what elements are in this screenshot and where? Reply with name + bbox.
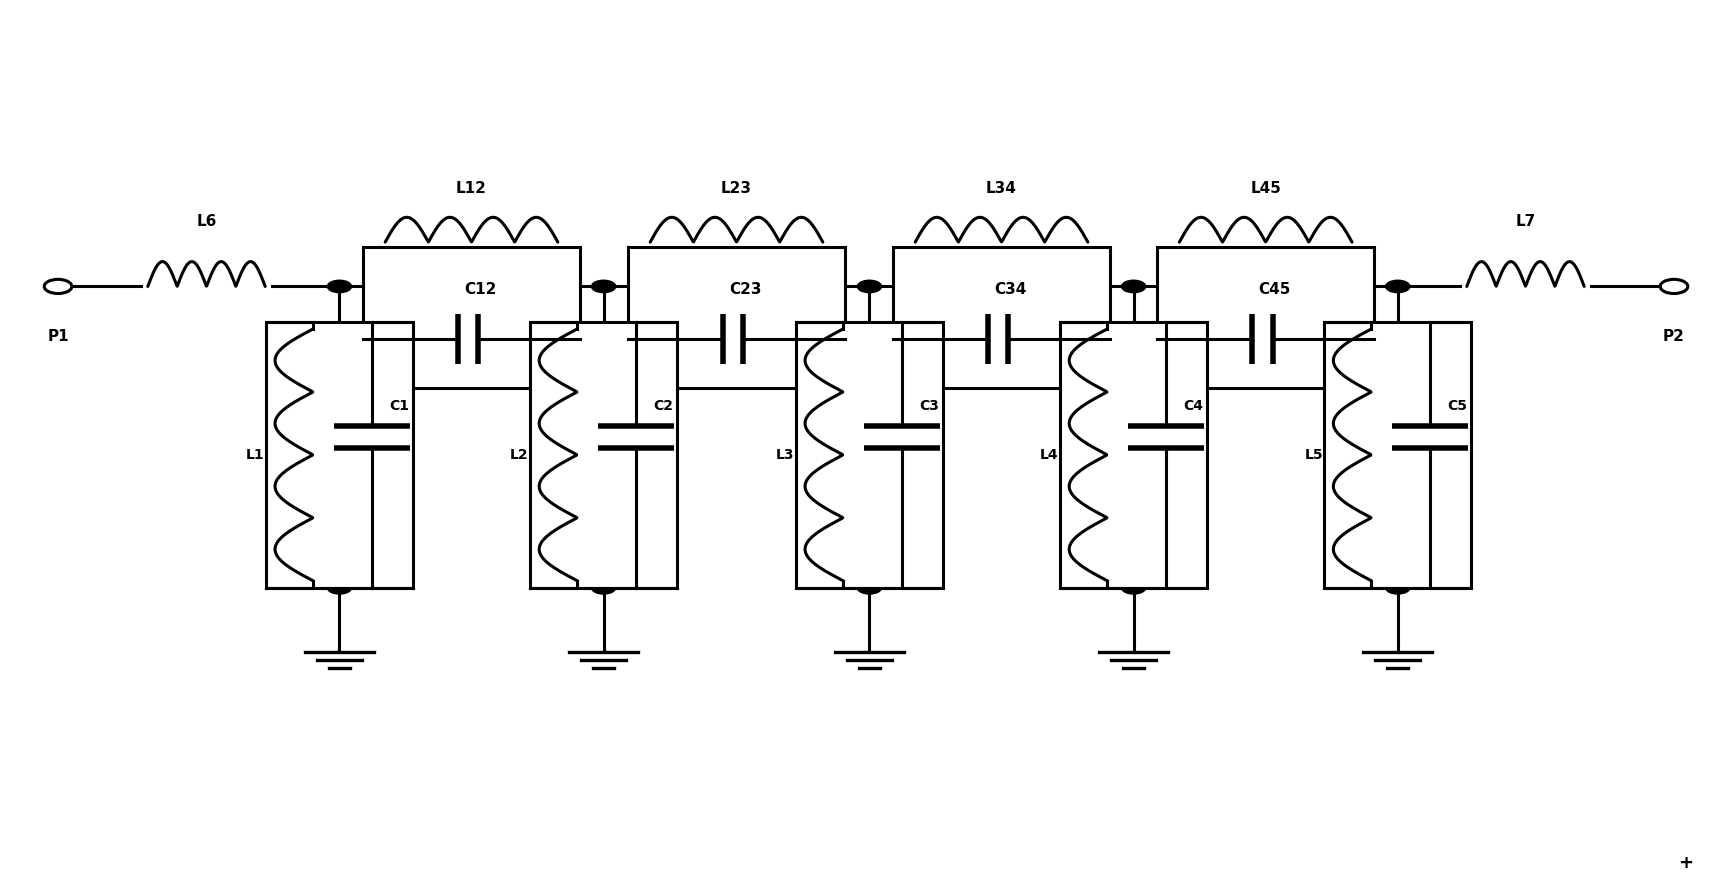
Circle shape — [1122, 582, 1145, 594]
Text: C3: C3 — [920, 399, 939, 413]
Text: L6: L6 — [196, 214, 216, 229]
Circle shape — [1122, 280, 1145, 293]
Text: C12: C12 — [464, 282, 497, 297]
Text: L34: L34 — [986, 181, 1017, 196]
Circle shape — [592, 280, 615, 293]
Circle shape — [327, 582, 352, 594]
Bar — [267, 322, 412, 588]
Text: L12: L12 — [456, 181, 487, 196]
Bar — [627, 246, 845, 388]
Bar — [1325, 322, 1470, 588]
Bar — [530, 322, 677, 588]
Circle shape — [857, 582, 882, 594]
Text: C1: C1 — [390, 399, 409, 413]
Text: C45: C45 — [1257, 282, 1290, 297]
Text: +: + — [1678, 854, 1694, 871]
Text: P1: P1 — [47, 329, 69, 344]
Text: L4: L4 — [1041, 448, 1058, 462]
Bar — [1060, 322, 1207, 588]
Text: L23: L23 — [721, 181, 752, 196]
Text: L3: L3 — [776, 448, 795, 462]
Text: C34: C34 — [994, 282, 1027, 297]
Text: L2: L2 — [511, 448, 528, 462]
Circle shape — [1386, 582, 1410, 594]
Text: L45: L45 — [1251, 181, 1282, 196]
Text: L5: L5 — [1304, 448, 1323, 462]
Circle shape — [1386, 280, 1410, 293]
Circle shape — [327, 280, 352, 293]
Text: C23: C23 — [729, 282, 762, 297]
Circle shape — [857, 280, 882, 293]
Text: L1: L1 — [246, 448, 265, 462]
Circle shape — [592, 582, 615, 594]
Bar — [362, 246, 580, 388]
Text: P2: P2 — [1663, 329, 1685, 344]
Text: C2: C2 — [653, 399, 674, 413]
Text: C4: C4 — [1183, 399, 1204, 413]
Bar — [1157, 246, 1375, 388]
Bar — [892, 246, 1110, 388]
Bar — [797, 322, 942, 588]
Text: L7: L7 — [1516, 214, 1536, 229]
Text: C5: C5 — [1448, 399, 1467, 413]
